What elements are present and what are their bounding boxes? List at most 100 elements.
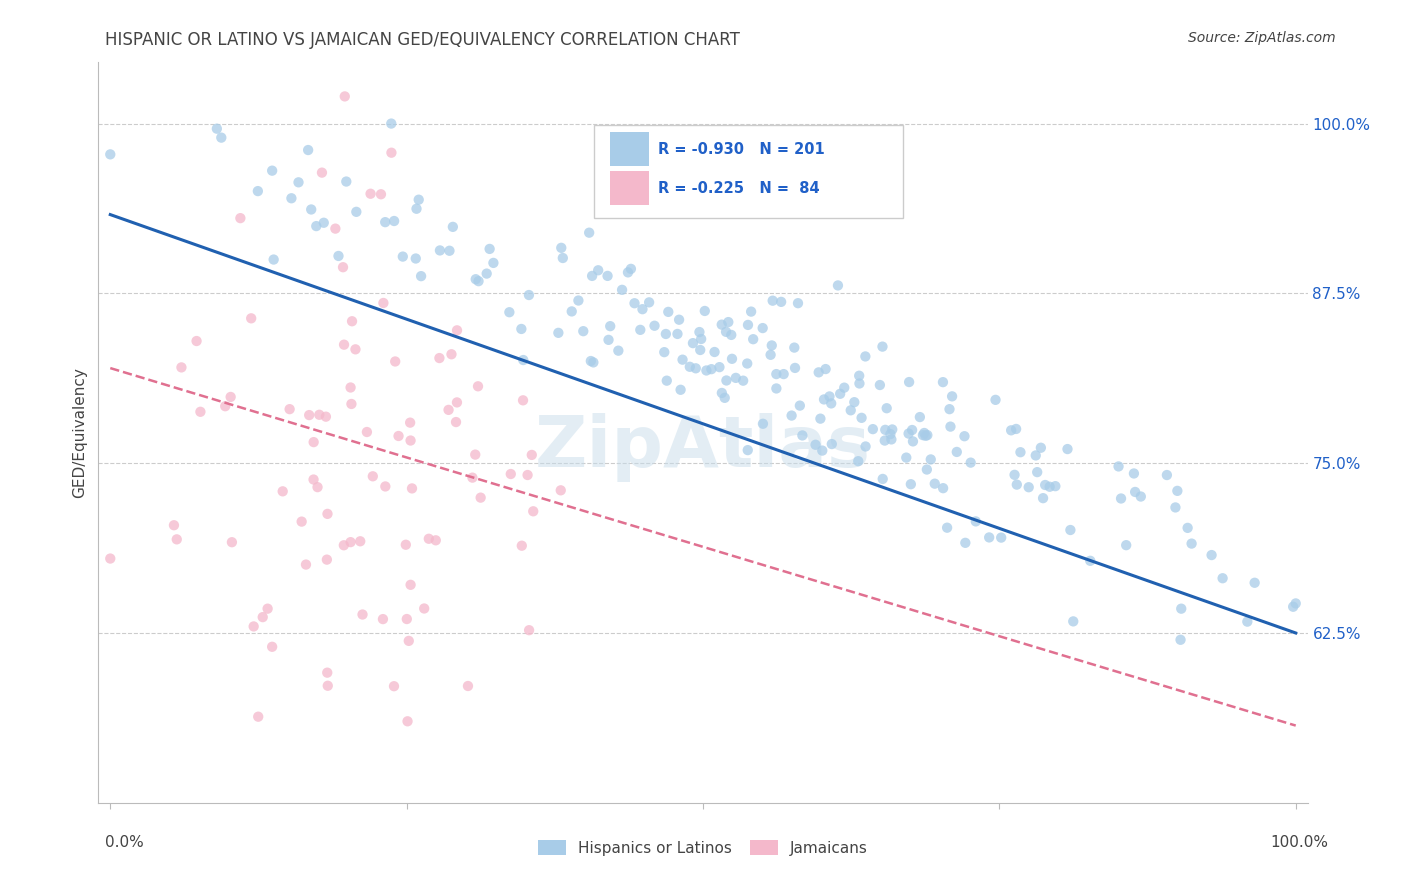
Point xyxy=(820,396,842,410)
Point xyxy=(517,288,540,302)
Point xyxy=(716,374,738,388)
Point xyxy=(409,269,432,284)
Point xyxy=(395,612,418,626)
Point xyxy=(444,415,467,429)
Point xyxy=(813,392,835,407)
Point xyxy=(1045,479,1067,493)
Point xyxy=(352,607,374,622)
Point xyxy=(628,323,651,337)
Point xyxy=(1059,523,1081,537)
Point xyxy=(561,304,583,318)
Point xyxy=(263,252,285,267)
Point xyxy=(517,623,540,637)
Point xyxy=(382,214,405,228)
Point xyxy=(242,619,264,633)
Point xyxy=(721,351,744,366)
Text: Source: ZipAtlas.com: Source: ZipAtlas.com xyxy=(1188,31,1336,45)
Point xyxy=(689,343,711,357)
Point xyxy=(478,242,501,256)
Point xyxy=(772,367,794,381)
Point xyxy=(1109,491,1132,506)
Point xyxy=(751,321,773,335)
Point xyxy=(287,175,309,189)
Point xyxy=(186,334,208,348)
Point xyxy=(668,312,690,326)
Point xyxy=(413,601,436,615)
Point xyxy=(344,343,367,357)
Point xyxy=(1115,538,1137,552)
Point xyxy=(399,416,422,430)
Point xyxy=(340,314,363,328)
Point xyxy=(256,601,278,615)
Point xyxy=(846,454,869,468)
Point xyxy=(620,261,643,276)
Point xyxy=(467,274,489,288)
Point xyxy=(1039,480,1062,494)
Point xyxy=(349,534,371,549)
Point xyxy=(695,363,717,377)
Point xyxy=(510,322,533,336)
Point xyxy=(655,326,678,341)
Point xyxy=(915,462,938,476)
Point xyxy=(896,450,918,465)
Legend: Hispanics or Latinos, Jamaicans: Hispanics or Latinos, Jamaicans xyxy=(531,834,875,862)
Point xyxy=(356,425,378,439)
Point xyxy=(900,477,922,491)
Point xyxy=(830,386,852,401)
Point xyxy=(1062,615,1084,629)
Point xyxy=(1166,483,1188,498)
Point xyxy=(380,117,402,131)
Point xyxy=(657,305,679,319)
Point xyxy=(439,244,461,258)
Point xyxy=(953,429,976,443)
Point xyxy=(941,389,963,403)
Point xyxy=(666,326,689,341)
Point xyxy=(685,361,707,376)
Point xyxy=(862,422,884,436)
Point xyxy=(1243,575,1265,590)
Point xyxy=(1123,485,1146,500)
Point xyxy=(762,293,785,308)
Point xyxy=(1026,465,1049,479)
Point xyxy=(851,410,873,425)
Point xyxy=(984,392,1007,407)
Point xyxy=(298,408,321,422)
Point xyxy=(1108,459,1130,474)
Point xyxy=(737,443,759,458)
Point xyxy=(920,452,942,467)
Point xyxy=(1282,599,1305,614)
Point xyxy=(262,163,284,178)
Point xyxy=(737,318,759,332)
Point xyxy=(821,437,844,451)
Point xyxy=(742,332,765,346)
Point xyxy=(946,445,969,459)
Point xyxy=(271,484,294,499)
Point xyxy=(839,403,862,417)
Point xyxy=(308,408,330,422)
Point xyxy=(1005,477,1028,491)
Point xyxy=(429,244,451,258)
Point xyxy=(380,145,402,160)
Point xyxy=(374,479,396,493)
Point xyxy=(446,395,468,409)
Point xyxy=(955,536,977,550)
Point xyxy=(832,381,855,395)
Point xyxy=(936,521,959,535)
Point xyxy=(1010,445,1032,459)
Point xyxy=(209,130,232,145)
Text: ZipAtlas: ZipAtlas xyxy=(536,413,870,482)
Point xyxy=(457,679,479,693)
Point xyxy=(98,551,121,566)
Point xyxy=(807,365,830,379)
Point xyxy=(335,175,357,189)
Point xyxy=(898,375,921,389)
Point xyxy=(848,368,870,383)
FancyBboxPatch shape xyxy=(610,132,648,166)
Point xyxy=(607,343,630,358)
Point xyxy=(516,468,538,483)
Point xyxy=(1025,449,1047,463)
Point xyxy=(610,283,633,297)
Point xyxy=(229,211,252,226)
Point xyxy=(401,482,423,496)
Point xyxy=(720,327,742,342)
